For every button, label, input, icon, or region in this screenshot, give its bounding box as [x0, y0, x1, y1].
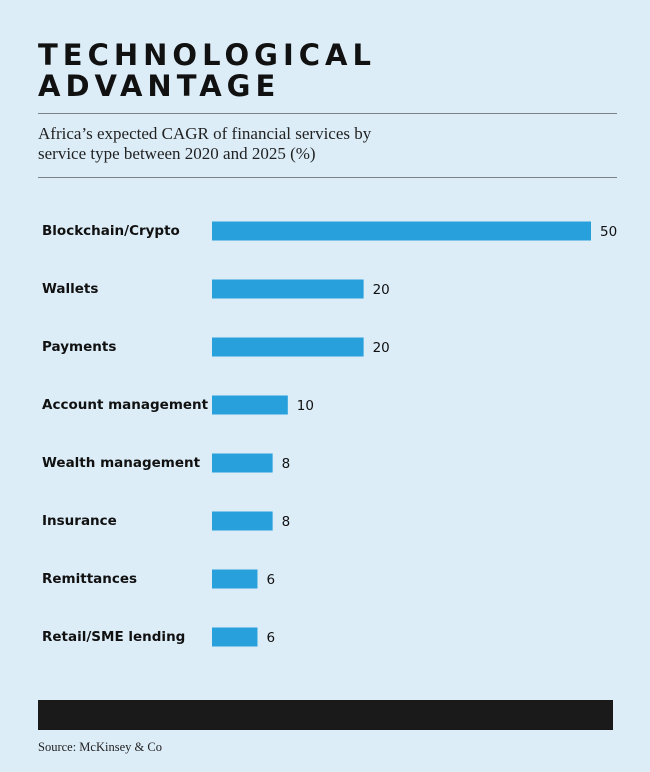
bar — [212, 511, 273, 531]
chart-title: TECHNOLOGICAL ADVANTAGE — [38, 38, 376, 103]
category-label: Blockchain/Crypto — [42, 223, 180, 239]
value-label: 20 — [373, 340, 390, 356]
bar — [212, 337, 364, 357]
category-label: Account management — [42, 397, 209, 413]
footer-bar — [38, 700, 613, 730]
value-label: 20 — [373, 282, 390, 298]
bar — [212, 395, 288, 415]
category-label: Remittances — [42, 571, 137, 587]
bar — [212, 569, 258, 589]
category-label: Wealth management — [42, 455, 201, 471]
value-label: 6 — [266, 630, 275, 646]
value-label: 10 — [297, 398, 314, 414]
bar — [212, 221, 591, 241]
value-label: 8 — [282, 514, 291, 530]
bar — [212, 279, 364, 299]
value-label: 50 — [600, 224, 617, 240]
category-label: Retail/SME lending — [42, 629, 185, 645]
value-label: 6 — [266, 572, 275, 588]
category-label: Payments — [42, 339, 116, 355]
category-label: Wallets — [42, 281, 98, 297]
value-label: 8 — [282, 456, 291, 472]
category-label: Insurance — [42, 513, 117, 529]
chart: Blockchain/Crypto 50 Wallets 20 Payments 20 Ac… — [42, 221, 617, 647]
bar — [212, 453, 273, 473]
source: Source: McKinsey & Co — [38, 740, 162, 754]
divider — [38, 177, 617, 178]
chart-subtitle: Africa’s expected CAGR of financial serv… — [38, 124, 372, 163]
bar — [212, 627, 258, 647]
divider — [38, 113, 617, 114]
